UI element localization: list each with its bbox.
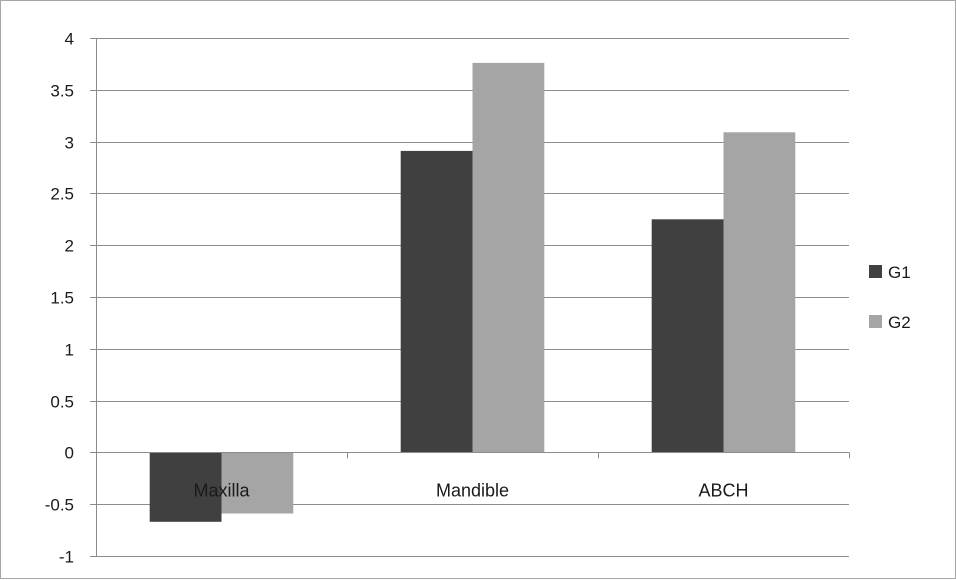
legend-label: G2 [888, 313, 911, 332]
bars [149, 62, 796, 522]
y-tick-label: 3.5 [50, 82, 74, 101]
legend: G1 G2 [869, 263, 911, 332]
y-tick-label: 1.5 [50, 289, 74, 308]
category-label: ABCH [698, 480, 748, 500]
bar-g2-maxilla [221, 452, 294, 514]
y-tick-label: -0.5 [45, 496, 74, 515]
bar-g2-abch [723, 132, 796, 453]
bar-g2-mandible [472, 62, 545, 453]
category-label: Maxilla [193, 480, 250, 500]
axes [90, 38, 850, 557]
bar-g1-maxilla [149, 452, 222, 522]
y-tick-label: 1 [65, 341, 74, 360]
legend-label: G1 [888, 263, 911, 282]
y-tick-label: 2 [65, 237, 74, 256]
y-tick-label: 0.5 [50, 393, 74, 412]
category-label: Mandible [436, 480, 509, 500]
y-tick-label: -1 [59, 548, 74, 567]
bar-g1-mandible [400, 150, 473, 453]
y-tick-label: 2.5 [50, 185, 74, 204]
y-tick-label: 4 [65, 30, 74, 49]
y-tick-label: 3 [65, 134, 74, 153]
category-labels: Maxilla Mandible ABCH [193, 480, 748, 500]
legend-swatch-g2 [869, 315, 882, 328]
bar-g1-abch [651, 219, 724, 453]
y-tick-label: 0 [65, 444, 74, 463]
legend-swatch-g1 [869, 265, 882, 278]
y-tick-labels: 4 3.5 3 2.5 2 1.5 1 0.5 0 -0.5 -1 [45, 30, 74, 567]
